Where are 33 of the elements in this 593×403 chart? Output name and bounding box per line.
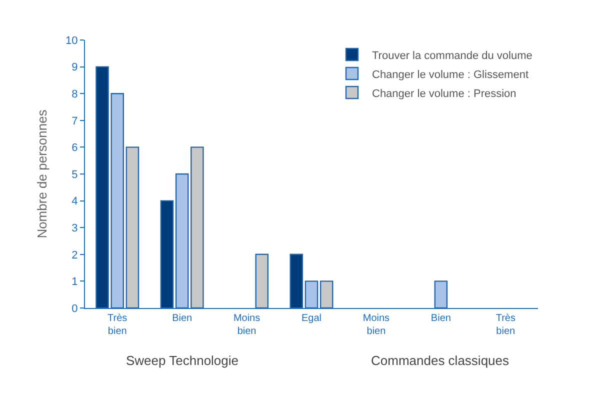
y-tick-label: 10 — [66, 34, 78, 47]
x-tick-label: Egal — [301, 313, 322, 324]
y-tick-label: 1 — [72, 276, 78, 288]
y-tick-label: 6 — [72, 142, 78, 154]
bar — [175, 173, 189, 308]
y-tick-label: 7 — [72, 115, 78, 128]
bar — [320, 280, 334, 308]
x-tick-label: Bien — [172, 313, 192, 324]
bar — [190, 146, 204, 308]
bar — [290, 254, 304, 308]
legend-label: Trouver la commande du volume — [372, 50, 532, 62]
y-tick-label: 4 — [72, 196, 78, 208]
bar — [160, 200, 174, 308]
y-tick-label: 9 — [72, 62, 78, 74]
y-tick-label: 2 — [72, 249, 78, 262]
bar — [255, 254, 269, 308]
y-axis-title: Nombre de personnes — [34, 109, 50, 238]
x-tick-label: Bien — [430, 313, 451, 324]
y-tick-label: 5 — [72, 168, 78, 181]
legend-label: Changer le volume : Glissement — [372, 68, 529, 81]
legend-label: Changer le volume : Pression — [372, 88, 516, 100]
x-tick-label: Moins bien — [233, 313, 260, 337]
y-tick-label: 3 — [72, 222, 78, 234]
y-tick-label: 0 — [72, 302, 78, 315]
bar — [304, 280, 318, 308]
x-tick-label: Très bien — [496, 313, 516, 337]
x-tick-label: Très bien — [108, 313, 128, 337]
bar — [434, 280, 448, 308]
bar — [126, 146, 140, 308]
x-tick-label: Moins bien — [362, 313, 390, 337]
text: Commandes classiques — [371, 353, 510, 368]
y-tick-label: 8 — [72, 88, 78, 100]
text: Sweep Technologie — [126, 353, 239, 368]
